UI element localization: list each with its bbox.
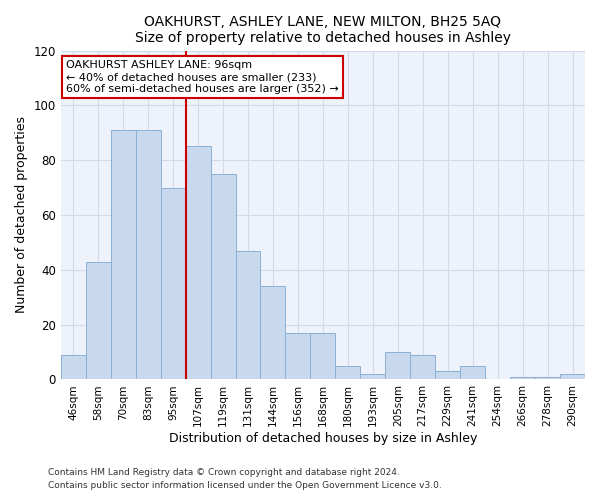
Bar (211, 174, 236, 380)
Bar (111, 130, 136, 380)
Text: OAKHURST ASHLEY LANE: 96sqm
← 40% of detached houses are smaller (233)
60% of se: OAKHURST ASHLEY LANE: 96sqm ← 40% of det… (66, 60, 339, 94)
Bar (185, 146, 211, 380)
Bar (310, 333, 335, 380)
Text: Contains HM Land Registry data © Crown copyright and database right 2024.
Contai: Contains HM Land Registry data © Crown c… (48, 468, 442, 489)
Bar (361, 374, 385, 380)
Bar (535, 376, 560, 380)
Bar (410, 355, 435, 380)
Bar (510, 376, 535, 380)
Y-axis label: Number of detached properties: Number of detached properties (15, 116, 28, 314)
Bar (86, 262, 111, 380)
X-axis label: Distribution of detached houses by size in Ashley: Distribution of detached houses by size … (169, 432, 477, 445)
Bar (61, 355, 86, 380)
Bar (560, 374, 585, 380)
Bar (286, 333, 310, 380)
Bar (136, 130, 161, 380)
Bar (236, 250, 260, 380)
Bar (435, 371, 460, 380)
Bar (335, 366, 361, 380)
Bar (385, 352, 410, 380)
Bar (460, 366, 485, 380)
Bar (161, 188, 185, 380)
Title: OAKHURST, ASHLEY LANE, NEW MILTON, BH25 5AQ
Size of property relative to detache: OAKHURST, ASHLEY LANE, NEW MILTON, BH25 … (135, 15, 511, 45)
Bar (260, 286, 286, 380)
